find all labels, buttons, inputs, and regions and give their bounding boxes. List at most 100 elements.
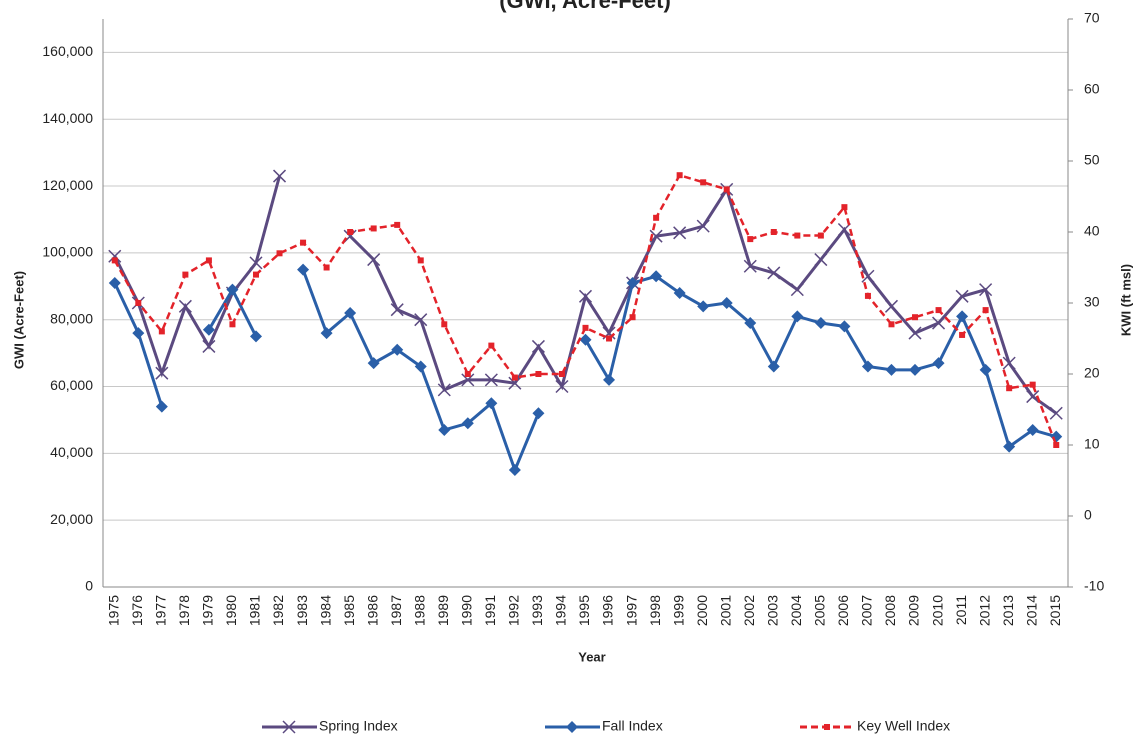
- x-tick-label: 1992: [506, 595, 522, 626]
- legend-label: Key Well Index: [857, 718, 950, 734]
- y-tick-label: 60,000: [50, 377, 93, 393]
- x-tick-label: 1995: [576, 595, 592, 626]
- marker: [1053, 442, 1060, 448]
- x-tick-label: 1975: [105, 595, 121, 626]
- x-tick-label: 2001: [717, 595, 733, 626]
- x-tick-label: 1993: [529, 595, 545, 626]
- y2-tick-label: 70: [1084, 10, 1100, 26]
- marker: [323, 264, 330, 271]
- marker: [653, 214, 660, 221]
- x-tick-label: 1999: [670, 595, 686, 626]
- marker: [629, 314, 636, 321]
- marker: [837, 222, 851, 237]
- marker: [111, 257, 118, 264]
- x-tick-label: 2000: [694, 595, 710, 626]
- marker: [697, 300, 710, 313]
- marker: [276, 250, 283, 257]
- marker: [864, 292, 871, 299]
- x-tick-label: 1979: [200, 595, 216, 626]
- marker: [178, 299, 192, 313]
- marker: [932, 316, 946, 330]
- marker: [508, 464, 521, 477]
- marker: [720, 297, 733, 309]
- marker: [817, 232, 824, 239]
- marker: [885, 363, 898, 376]
- marker: [135, 300, 142, 306]
- marker: [1029, 381, 1036, 388]
- y2-tick-label: -10: [1084, 578, 1104, 594]
- marker: [531, 339, 545, 353]
- marker: [347, 229, 354, 235]
- marker: [909, 363, 922, 376]
- x-tick-label: 2008: [882, 595, 898, 626]
- marker: [272, 169, 287, 183]
- marker: [155, 400, 168, 413]
- x-tick-label: 1984: [317, 595, 333, 626]
- y-tick-label: 40,000: [50, 444, 93, 460]
- marker: [344, 307, 357, 320]
- x-tick-label: 2014: [1023, 595, 1039, 626]
- x-tick-label: 1997: [623, 595, 639, 626]
- marker: [959, 331, 966, 338]
- x-tick-label: 1977: [153, 595, 169, 626]
- marker: [394, 221, 401, 228]
- series-line: [113, 173, 1058, 446]
- marker: [838, 320, 851, 333]
- marker: [888, 321, 895, 328]
- marker: [464, 371, 471, 377]
- marker: [824, 724, 830, 730]
- x-tick-label: 1996: [600, 595, 616, 626]
- marker: [202, 339, 216, 353]
- marker: [743, 259, 757, 273]
- marker: [955, 289, 969, 303]
- marker: [1003, 440, 1016, 453]
- marker: [956, 310, 969, 323]
- x-tick-label: 1976: [129, 595, 145, 626]
- x-tick-label: 2002: [741, 595, 757, 626]
- x-tick-label: 1983: [294, 595, 310, 626]
- x-tick-label: 1982: [270, 595, 286, 626]
- marker: [579, 333, 592, 346]
- marker: [511, 374, 518, 381]
- x-tick-label: 1980: [223, 595, 239, 626]
- marker: [1006, 385, 1013, 392]
- marker: [696, 219, 710, 233]
- marker: [747, 236, 754, 243]
- marker: [417, 257, 424, 264]
- x-tick-label: 2004: [788, 595, 804, 626]
- marker: [982, 307, 989, 314]
- legend-label: Spring Index: [319, 718, 398, 734]
- marker: [229, 321, 236, 328]
- x-tick-label: 1986: [364, 595, 380, 626]
- marker: [108, 276, 121, 289]
- marker: [461, 417, 474, 430]
- marker: [108, 249, 122, 263]
- marker: [603, 373, 616, 386]
- marker: [182, 271, 189, 278]
- marker: [912, 314, 919, 321]
- marker: [367, 357, 380, 370]
- y-tick-label: 0: [85, 578, 93, 594]
- marker: [297, 263, 310, 276]
- marker: [202, 323, 215, 336]
- marker: [841, 204, 848, 211]
- x-tick-label: 1987: [388, 595, 404, 626]
- x-tick-label: 1985: [341, 595, 357, 626]
- marker: [488, 342, 495, 349]
- marker: [441, 321, 448, 328]
- marker: [794, 232, 801, 239]
- y-tick-label: 80,000: [50, 310, 93, 326]
- series-line: [113, 175, 1058, 415]
- y2-tick-label: 10: [1084, 436, 1100, 452]
- x-tick-label: 2010: [929, 595, 945, 626]
- marker: [158, 328, 165, 335]
- marker: [744, 317, 757, 330]
- marker: [461, 373, 475, 387]
- marker: [437, 383, 451, 397]
- marker: [932, 357, 945, 370]
- marker: [650, 270, 663, 283]
- x-tick-label: 1989: [435, 595, 451, 626]
- x-axis-title: Year: [578, 649, 605, 664]
- marker: [767, 266, 781, 280]
- y-tick-label: 100,000: [42, 244, 93, 260]
